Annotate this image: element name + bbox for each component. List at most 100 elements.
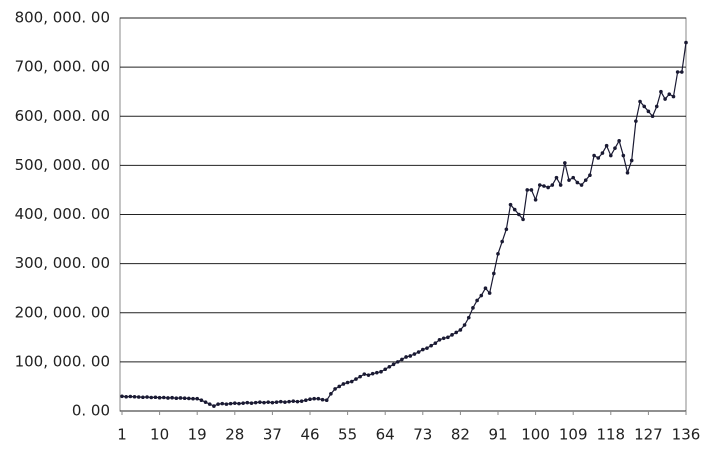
data-point [621,153,626,158]
data-point [136,395,141,399]
x-tick-label: 118 [596,426,625,444]
data-point [308,397,312,402]
data-point [429,343,433,348]
data-point [391,362,396,367]
data-point [224,402,229,406]
data-point [233,401,237,405]
data-point [659,89,663,94]
data-point [680,70,684,74]
data-point [579,183,584,187]
y-tick-label: 0. 00 [72,402,110,420]
data-point [262,400,266,405]
x-tick-label: 127 [634,426,663,444]
data-point [124,394,128,399]
x-tick-label: 55 [338,426,357,444]
data-point [654,104,659,109]
data-point [295,399,300,404]
data-point [120,394,124,399]
y-tick-label: 400, 000. 00 [15,205,110,223]
x-tick-label: 91 [488,426,507,444]
data-point [333,387,337,391]
data-point [554,175,559,180]
data-point [517,212,521,217]
data-point [320,397,325,402]
x-tick-label: 73 [413,426,432,444]
data-point [354,377,358,381]
data-point [358,374,362,379]
data-point [684,40,688,45]
data-point [195,396,199,401]
data-point [283,400,287,404]
data-point [421,347,425,352]
data-point [375,370,379,375]
data-point [508,202,513,207]
data-point [604,143,609,148]
data-point [153,395,158,400]
data-point [157,395,162,400]
data-point [161,395,166,400]
x-tick-label: 28 [225,426,244,444]
data-point [600,151,605,155]
data-point [646,109,651,114]
data-point [479,293,484,298]
y-tick-label: 300, 000. 00 [15,254,110,272]
data-point [212,404,216,408]
data-point [203,400,208,404]
data-point [466,315,471,320]
data-point [400,357,404,362]
data-point [199,398,204,402]
data-point [349,379,354,384]
data-point [132,394,137,399]
data-point [475,298,479,303]
data-point [299,399,304,403]
data-point [592,153,596,158]
data-point [458,328,463,332]
data-point [141,395,145,400]
data-point [412,352,417,356]
data-point [182,396,187,401]
x-tick-label: 82 [451,426,470,444]
x-tick-label: 46 [300,426,319,444]
data-point [287,399,291,404]
data-point [521,217,525,222]
x-tick-label: 100 [521,426,550,444]
data-point [550,183,555,187]
data-point [291,399,296,403]
x-tick-label: 64 [376,426,395,444]
x-tick-label: 109 [559,426,588,444]
data-point [617,139,621,143]
data-point [634,119,638,123]
data-point [220,401,225,406]
data-point [483,286,488,290]
data-point [663,97,667,101]
data-point [588,173,592,177]
data-point [366,373,371,377]
data-point [249,401,254,405]
data-point [187,396,191,401]
data-point [462,323,467,327]
data-point [638,99,642,104]
data-point [228,401,233,406]
data-point [416,350,421,354]
data-point [558,183,563,187]
data-point [395,360,400,364]
data-point [471,306,475,310]
data-point [675,70,680,74]
data-point [316,396,321,401]
y-tick-label: 500, 000. 00 [15,156,110,174]
x-tick-label: 136 [672,426,701,444]
data-point [174,396,179,401]
data-point [329,392,333,396]
data-point [128,394,133,399]
data-point [563,161,567,165]
data-point [575,180,580,185]
data-point [571,175,575,180]
data-point [529,188,534,192]
data-point [625,170,630,175]
data-point [583,178,588,182]
data-point [170,395,174,400]
data-point [383,367,388,372]
data-point [149,395,154,400]
data-point [533,197,538,202]
